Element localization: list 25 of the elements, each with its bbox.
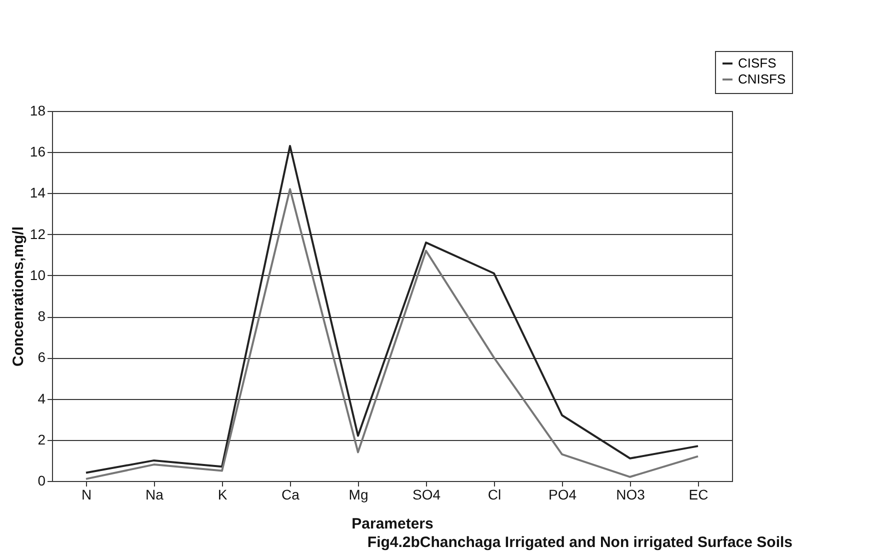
y-tick-label: 6	[38, 349, 46, 366]
x-tick-label: SO4	[412, 486, 441, 502]
y-tick-label: 12	[30, 226, 46, 242]
x-tick-label: NO3	[616, 486, 646, 502]
y-tick-label: 8	[38, 308, 46, 324]
y-axis-title: Concenrations,mg/l	[10, 226, 27, 367]
y-tick-label: 14	[30, 184, 46, 201]
legend-label: CNISFS	[738, 72, 786, 86]
y-tick-label: 2	[38, 431, 46, 448]
y-tick-label: 10	[30, 266, 46, 283]
x-tick-label: Na	[146, 486, 164, 502]
x-tick-label: K	[218, 486, 228, 502]
y-tick-label: 18	[30, 102, 46, 118]
y-tick-label: 4	[38, 390, 46, 406]
caption: Fig4.2bChanchaga Irrigated and Non irrigated Surface Soils	[367, 534, 792, 551]
x-axis-title: Parameters	[352, 516, 434, 532]
x-tick-label: Cl	[488, 486, 502, 502]
legend-label: CISFS	[738, 56, 777, 70]
x-tick-label: EC	[688, 486, 708, 502]
x-tick-label: Ca	[282, 486, 300, 502]
y-tick-label: 16	[30, 144, 46, 160]
x-tick-label: N	[81, 486, 92, 502]
x-tick-label: PO4	[548, 486, 577, 502]
x-tick-label: Mg	[348, 486, 368, 502]
y-tick-label: 0	[38, 472, 46, 488]
